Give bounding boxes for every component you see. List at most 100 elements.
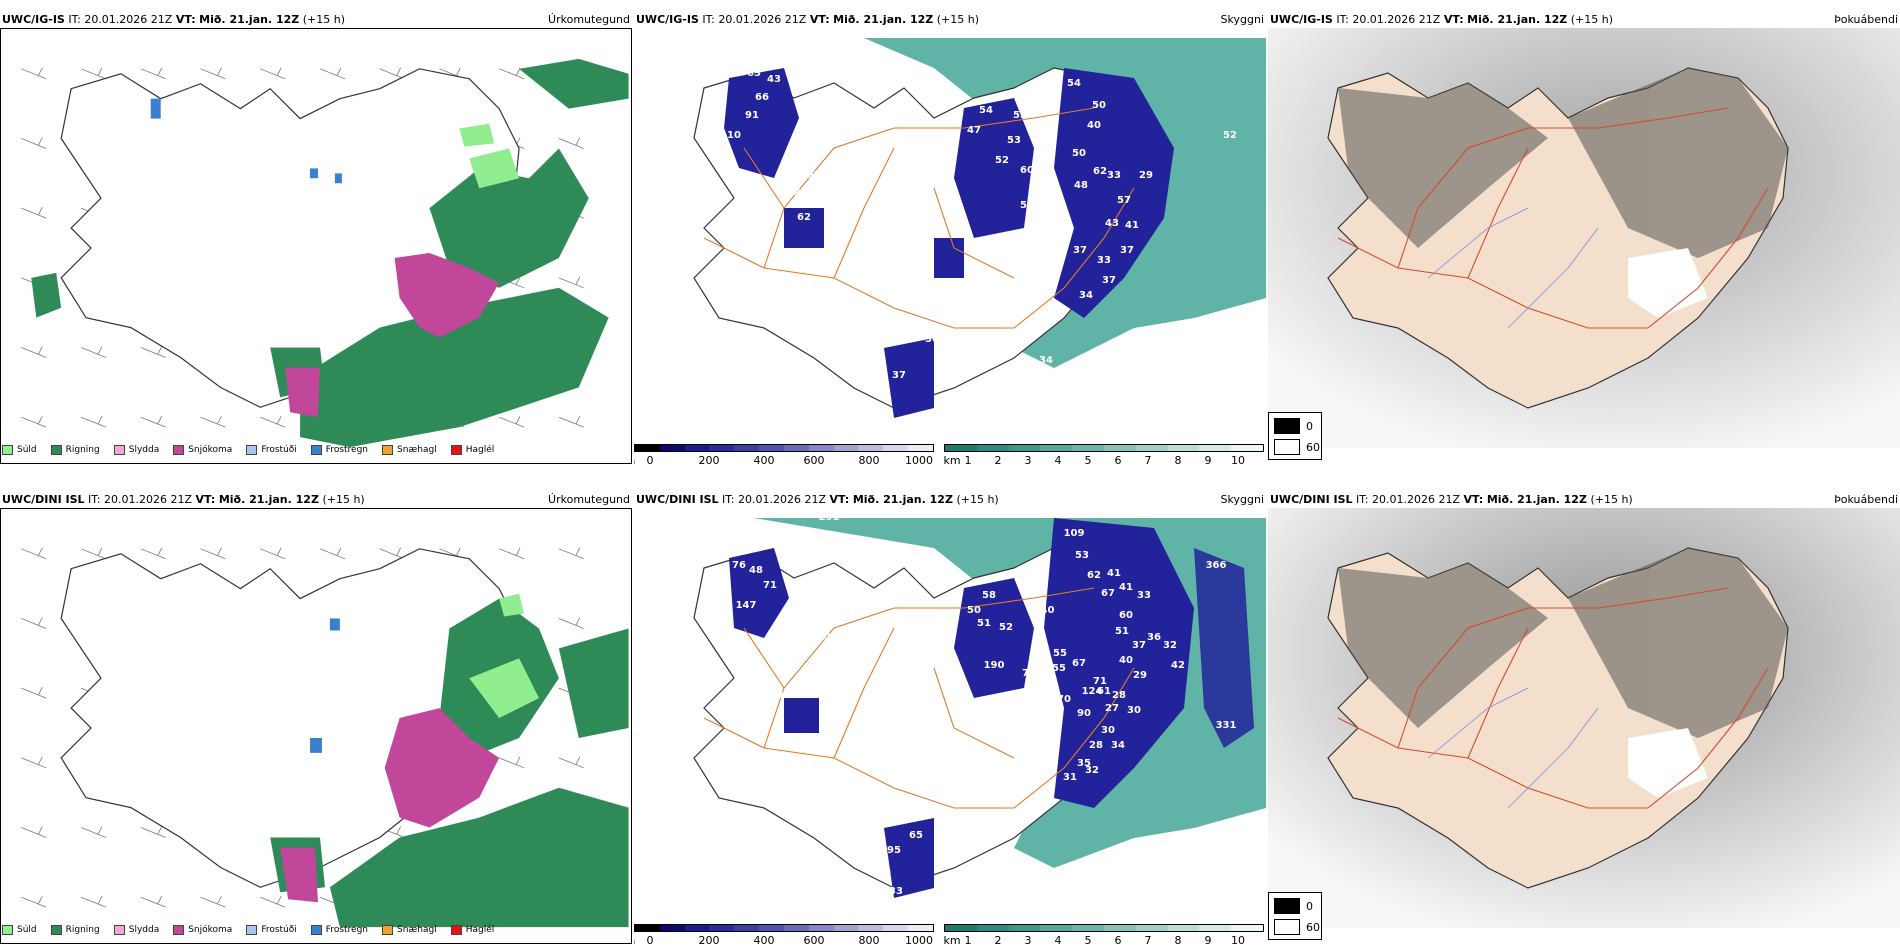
ceiling-value-label: 57 <box>1117 195 1131 206</box>
tick: 600 <box>803 454 825 464</box>
ceiling-value-label: 71 <box>1093 676 1107 687</box>
ceiling-value-label: 124 <box>1082 686 1103 697</box>
panel-header: UWC/DINI ISL IT: 20.01.2026 21Z VT: Mið.… <box>1268 492 1900 508</box>
ceiling-value-label: 53 <box>1007 135 1021 146</box>
ceiling-value-label: 71 <box>763 580 777 591</box>
valid-label: VT: <box>195 493 216 506</box>
road-network <box>1337 107 1769 329</box>
panel-header: UWC/IG-IS IT: 20.01.2026 21Z VT: Mið. 21… <box>0 12 632 28</box>
ceiling-value-label: 36 <box>1147 632 1161 643</box>
ceiling-value-label: 60 <box>877 868 891 879</box>
legend-drizzle: Súld <box>2 445 37 455</box>
ceiling-value-label: 27 <box>1105 703 1119 714</box>
ceiling-value-label: 47 <box>855 335 869 346</box>
ceiling-value-label: 62 <box>1093 166 1107 177</box>
drizzle-areas <box>459 123 520 189</box>
ceiling-value-label: 67 <box>1101 588 1115 599</box>
ceiling-value-label: 28 <box>1089 740 1103 751</box>
snow-areas <box>280 708 500 903</box>
panel-header: UWC/DINI ISL IT: 20.01.2026 21Z VT: Mið.… <box>634 492 1266 508</box>
ceiling-value-label: 62 <box>1087 570 1101 581</box>
visibility-ticks: km 1 2 3 4 5 6 7 8 9 10 <box>943 454 1264 464</box>
sea-cloud <box>864 38 1266 368</box>
road-network <box>703 587 1135 809</box>
rain-swatch <box>50 445 62 455</box>
ceiling-value-label: 40 <box>1087 120 1101 131</box>
ceiling-colorbar-cells <box>634 924 934 932</box>
tick: 10 <box>1231 454 1245 464</box>
valid-label: VT: <box>175 13 196 26</box>
tick: 7 <box>1144 454 1152 464</box>
drizzle-swatch <box>2 925 13 935</box>
valid-time: Mið. 21.jan. 12Z <box>852 493 953 506</box>
precip-legend: Súld Rigning Slydda Snjókoma Frostúði Fr… <box>2 442 502 458</box>
init-time: IT: 20.01.2026 21Z <box>722 493 827 506</box>
visibility-unit: km <box>943 934 961 944</box>
tick: 0 <box>646 934 654 944</box>
panel-header: UWC/DINI ISL IT: 20.01.2026 21Z VT: Mið.… <box>0 492 632 508</box>
ceiling-value-label: 30 <box>1101 725 1115 736</box>
tick: 200 <box>698 454 720 464</box>
ceiling-value-label: 10 <box>727 130 741 141</box>
ceiling-value-label: 52 <box>1037 230 1051 241</box>
init-time: IT: 20.01.2026 21Z <box>68 13 173 26</box>
valid-label: VT: <box>1443 13 1464 26</box>
lead-time: (+15 h) <box>1590 493 1633 506</box>
tick: 800 <box>858 454 880 464</box>
tick: 10 <box>1231 934 1245 944</box>
tick: 9 <box>1204 454 1212 464</box>
cloud-map: 880 846 59 63 43 66 91 10 105 68 62 6 143 47 54 53 52 60 5… <box>693 28 1266 418</box>
tick: 1000 <box>905 934 933 944</box>
ceiling-value-label: 37 <box>1102 275 1116 286</box>
ceiling-value-label: 95 <box>887 845 901 856</box>
ceiling-value-label: 90 <box>1077 708 1091 719</box>
valid-time: Mið. 21.jan. 12Z <box>218 493 319 506</box>
ceiling-value-label: 66 <box>755 92 769 103</box>
ceiling-value-label: 34 <box>1039 355 1053 366</box>
ceiling-value-label: 366 <box>1206 560 1227 571</box>
tick: 1 <box>964 934 972 944</box>
sleet-swatch <box>113 445 125 455</box>
tick: 4 <box>1054 934 1062 944</box>
ceiling-value-label: 54 <box>1067 78 1081 89</box>
precip-panel-row2: UWC/DINI ISL IT: 20.01.2026 21Z VT: Mið.… <box>0 492 632 944</box>
freezing-rain-swatch <box>310 925 322 935</box>
legend-snow-pellets: Snæhagl <box>382 445 437 455</box>
ceiling-value-label: 65 <box>909 830 923 841</box>
precip-map <box>0 508 632 944</box>
fog-legend-bottom: 60 <box>1274 439 1320 455</box>
ceiling-value-label: 33 <box>1047 310 1061 321</box>
visibility-colorbar-cells <box>944 444 1264 452</box>
tick: 3 <box>1024 934 1032 944</box>
fog-legend-top: 0 <box>1274 898 1313 914</box>
tick: 6 <box>1114 934 1122 944</box>
snow-swatch <box>173 925 185 935</box>
ceiling-value-label: 58 <box>982 590 996 601</box>
model-name: UWC/DINI ISL <box>636 493 719 506</box>
ceiling-value-label: 880 <box>834 28 855 39</box>
valid-time: Mið. 21.jan. 12Z <box>833 13 934 26</box>
ceiling-value-label: 50 <box>1072 148 1086 159</box>
fog-shading <box>1338 548 1788 738</box>
ceiling-value-label: 52 <box>995 155 1009 166</box>
ceiling-value-label: 28 <box>1112 690 1126 701</box>
legend-snow: Snjókoma <box>173 925 232 935</box>
lead-time: (+15 h) <box>1570 13 1614 26</box>
ceiling-value-label: 76 <box>732 560 746 571</box>
ceiling-value-label: 40 <box>1119 655 1133 666</box>
valid-time: Mið. 21.jan. 12Z <box>199 13 300 26</box>
legend-hail: Haglél <box>450 445 494 455</box>
legend-freezing-drizzle: Frostúði <box>246 445 297 455</box>
tick: 400 <box>753 454 775 464</box>
cloud-panel-row1: UWC/IG-IS IT: 20.01.2026 21Z VT: Mið. 21… <box>634 12 1266 464</box>
precip-map <box>0 28 632 464</box>
hail-swatch <box>450 925 462 935</box>
visibility-colorbar: km 1 2 3 4 5 6 7 8 9 10 <box>943 444 1264 464</box>
road-network <box>1337 587 1769 809</box>
ceiling-colorbar: m 0 200 400 600 800 1000 <box>634 924 934 944</box>
freezing-drizzle-swatch <box>246 445 258 455</box>
legend-rain: Rigning <box>50 925 100 935</box>
panel-title: Úrkomutegund <box>548 13 630 26</box>
